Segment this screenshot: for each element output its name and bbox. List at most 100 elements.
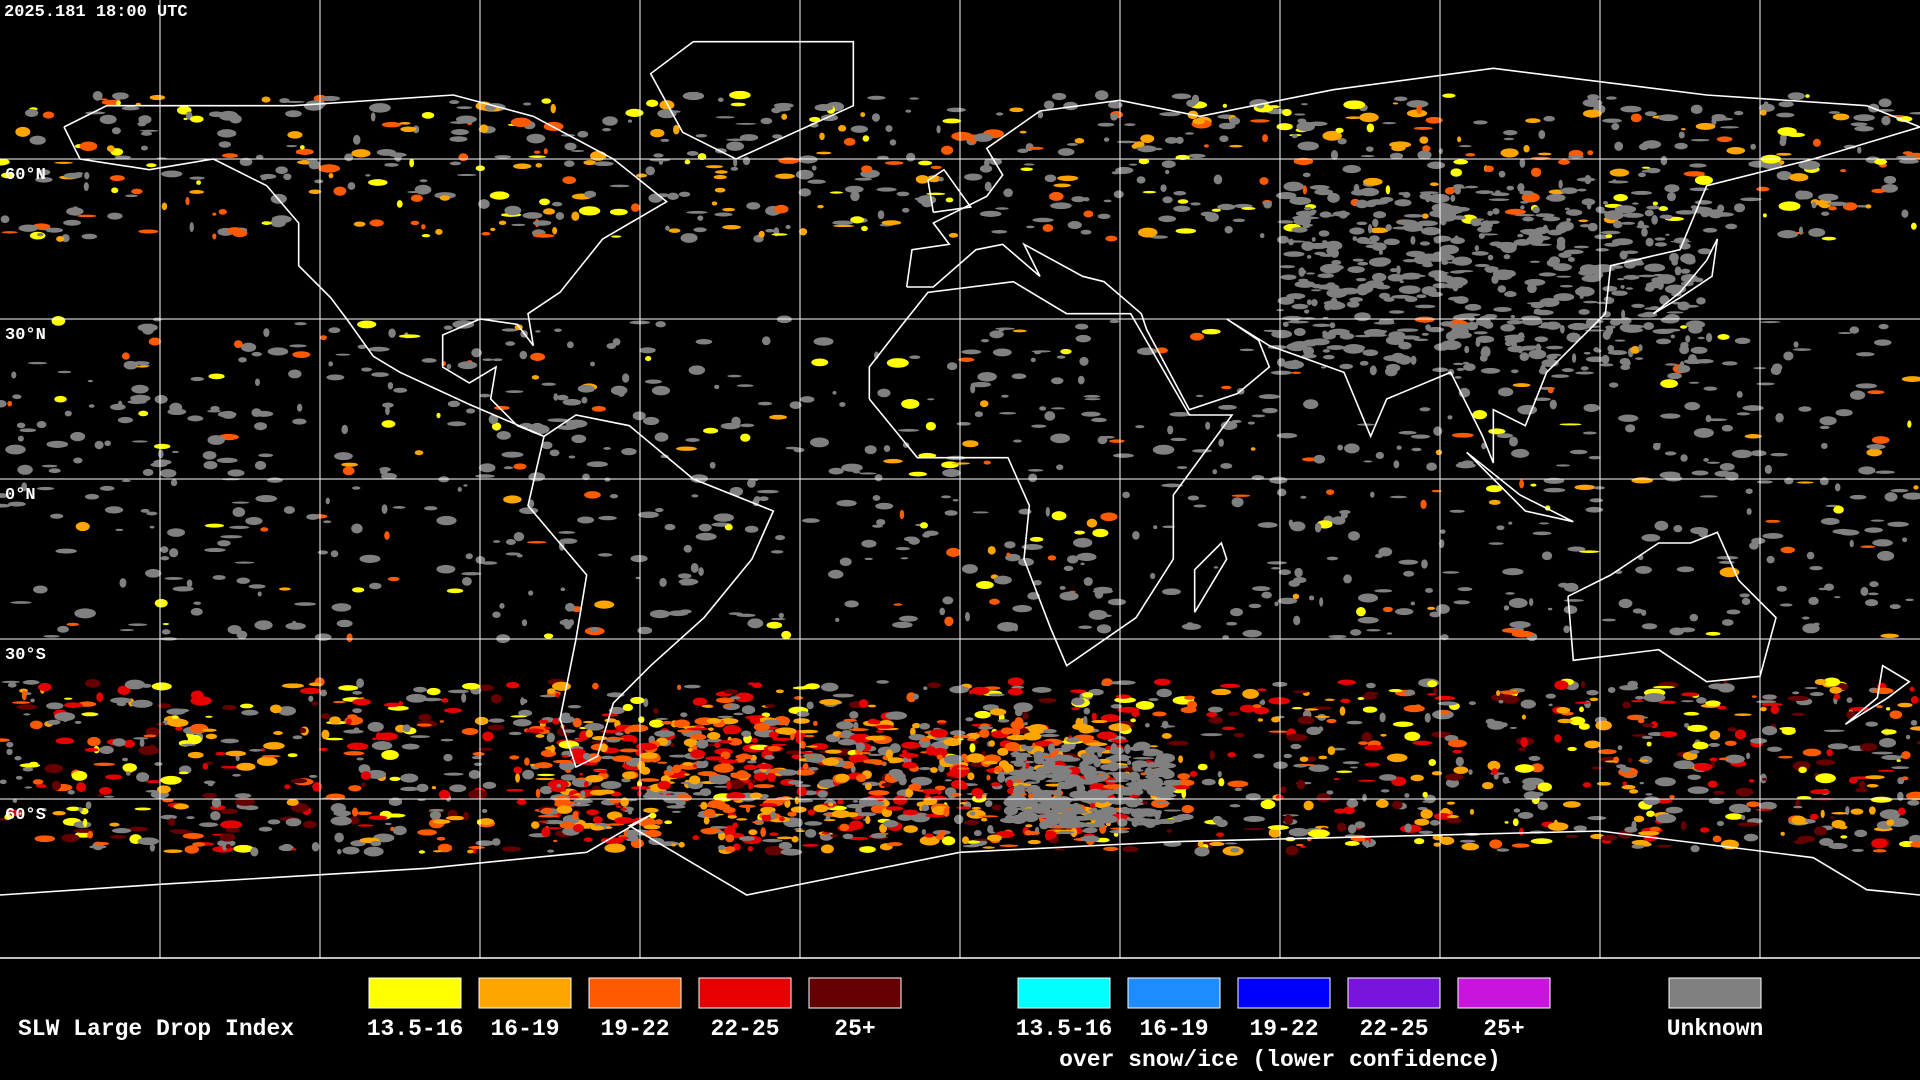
cloud-patch: [838, 124, 847, 132]
cloud-patch: [705, 756, 725, 761]
cloud-patch: [1097, 122, 1115, 127]
cloud-patch: [1043, 809, 1059, 816]
cloud-patch: [944, 779, 952, 782]
cloud-patch: [1336, 770, 1353, 773]
cloud-patch: [402, 724, 411, 733]
cloud-patch: [1871, 751, 1894, 755]
cloud-patch: [1728, 803, 1750, 814]
cloud-patch: [746, 760, 757, 764]
cloud-patch: [918, 160, 933, 166]
cloud-patch: [1831, 811, 1848, 815]
cloud-patch: [730, 102, 746, 107]
cloud-patch: [437, 843, 453, 853]
cloud-patch: [682, 761, 694, 766]
cloud-patch: [440, 698, 449, 703]
cloud-patch: [1359, 187, 1380, 197]
cloud-patch: [190, 115, 204, 123]
cloud-patch: [1519, 200, 1529, 204]
cloud-patch: [1352, 258, 1364, 262]
cloud-patch: [1135, 700, 1155, 710]
cloud-patch: [1127, 760, 1132, 766]
cloud-patch: [1579, 325, 1601, 329]
cloud-patch: [1849, 390, 1866, 400]
cloud-patch: [306, 513, 320, 520]
cloud-patch: [1363, 177, 1383, 186]
cloud-patch: [1269, 105, 1280, 109]
cloud-patch: [551, 201, 563, 207]
cloud-patch: [1865, 775, 1885, 780]
cloud-patch: [541, 98, 552, 104]
cloud-patch: [312, 782, 323, 792]
cloud-patch: [447, 421, 467, 427]
cloud-patch: [288, 369, 302, 379]
cloud-patch: [114, 155, 132, 160]
coastline: [0, 814, 1920, 896]
cloud-patch: [1670, 334, 1675, 339]
cloud-patch: [1646, 205, 1661, 210]
cloud-patch: [1741, 597, 1751, 606]
cloud-patch: [1869, 806, 1876, 815]
cloud-patch: [1333, 778, 1340, 781]
cloud-patch: [1565, 209, 1583, 216]
cloud-patch: [635, 576, 641, 580]
cloud-patch: [14, 756, 22, 761]
cloud-patch: [1911, 222, 1917, 230]
cloud-patch: [1057, 148, 1075, 156]
cloud-patch: [1743, 833, 1759, 842]
cloud-patch: [1616, 278, 1625, 281]
cloud-patch: [417, 829, 437, 836]
cloud-patch: [7, 400, 13, 407]
cloud-patch: [1116, 170, 1130, 174]
cloud-patch: [813, 337, 834, 346]
cloud-patch: [1792, 348, 1812, 351]
cloud-patch: [839, 823, 850, 832]
cloud-patch: [1356, 285, 1369, 296]
cloud-patch: [1870, 796, 1893, 803]
cloud-patch: [1302, 222, 1311, 229]
cloud-patch: [182, 833, 204, 840]
cloud-patch: [860, 112, 866, 118]
cloud-patch: [608, 706, 625, 715]
cloud-patch: [819, 698, 841, 705]
cloud-patch: [1887, 521, 1909, 527]
cloud-patch: [1398, 192, 1407, 196]
cloud-patch: [1074, 138, 1085, 144]
cloud-patch: [1633, 815, 1645, 823]
cloud-patch: [1905, 598, 1914, 602]
cloud-patch: [590, 740, 611, 744]
cloud-patch: [994, 765, 1003, 773]
cloud-patch: [208, 111, 224, 118]
cloud-patch: [66, 806, 81, 811]
cloud-patch: [1486, 485, 1503, 493]
cloud-patch: [1057, 830, 1075, 835]
cloud-patch: [1611, 123, 1620, 131]
cloud-patch: [622, 373, 630, 383]
cloud-patch: [124, 679, 146, 690]
cloud-patch: [1040, 733, 1060, 738]
cloud-patch: [1621, 784, 1636, 790]
cloud-patch: [1434, 271, 1450, 275]
cloud-patch: [329, 716, 341, 725]
cloud-patch: [706, 738, 723, 743]
cloud-patch: [84, 678, 101, 688]
legend-label: 19-22: [1249, 1016, 1318, 1042]
cloud-patch: [190, 607, 203, 616]
cloud-patch: [771, 819, 781, 823]
cloud-patch: [1654, 777, 1676, 787]
cloud-patch: [553, 839, 558, 842]
cloud-patch: [1086, 518, 1098, 528]
cloud-patch: [1537, 152, 1552, 156]
cloud-patch: [667, 192, 679, 200]
cloud-patch: [111, 187, 119, 194]
cloud-patch: [1410, 601, 1416, 606]
cloud-patch: [808, 767, 819, 771]
cloud-patch: [1189, 332, 1205, 341]
cloud-patch: [813, 804, 829, 813]
cloud-patch: [1585, 506, 1604, 513]
cloud-patch: [598, 553, 613, 557]
cloud-patch: [1291, 226, 1308, 233]
cloud-patch: [635, 173, 648, 178]
cloud-patch: [1273, 761, 1288, 769]
cloud-patch: [1876, 705, 1883, 709]
cloud-patch: [1545, 693, 1556, 699]
